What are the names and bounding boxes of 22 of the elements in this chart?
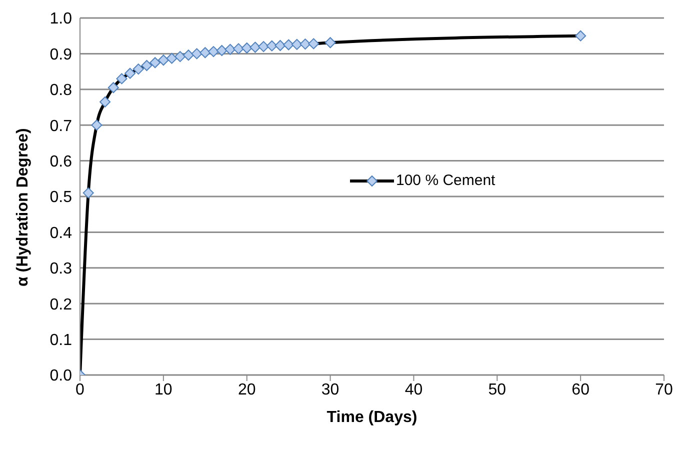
y-tick-label: 0.2 <box>50 296 72 314</box>
x-tick-label: 0 <box>76 381 85 398</box>
x-tick-label: 20 <box>238 381 256 398</box>
x-tick-label: 60 <box>572 381 590 398</box>
legend-label: 100 % Cement <box>396 172 496 189</box>
x-tick-label: 40 <box>404 381 423 398</box>
x-tick-label: 10 <box>154 381 172 398</box>
x-tick-label: 70 <box>655 381 673 398</box>
x-tick-label: 30 <box>321 381 340 398</box>
y-tick-label: 0.7 <box>50 118 72 135</box>
y-tick-label: 0.0 <box>50 368 72 385</box>
y-tick-label: 0.6 <box>50 153 72 170</box>
y-tick-label: 0.9 <box>50 46 72 64</box>
y-tick-label: 0.3 <box>50 260 72 278</box>
y-tick-label: 0.1 <box>50 332 72 349</box>
x-axis-title: Time (Days) <box>326 409 418 426</box>
y-tick-label: 1.0 <box>50 10 72 28</box>
x-tick-label: 50 <box>488 381 506 398</box>
y-tick-label: 0.4 <box>50 224 72 242</box>
y-axis-title: α (Hydration Degree) <box>14 128 32 286</box>
y-tick-label: 0.5 <box>50 189 72 206</box>
y-tick-label: 0.8 <box>50 82 72 100</box>
